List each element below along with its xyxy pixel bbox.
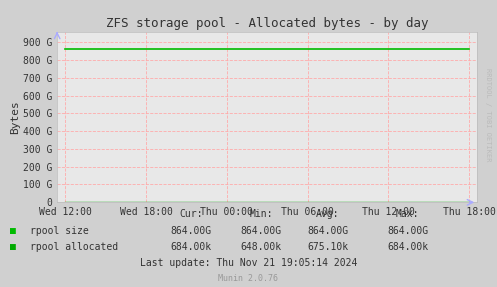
Text: Max:: Max: (396, 209, 419, 219)
Y-axis label: Bytes: Bytes (10, 100, 20, 134)
Text: ■: ■ (10, 226, 16, 236)
Title: ZFS storage pool - Allocated bytes - by day: ZFS storage pool - Allocated bytes - by … (106, 18, 428, 30)
Text: 675.10k: 675.10k (308, 242, 348, 252)
Text: 864.00G: 864.00G (387, 226, 428, 236)
Text: Min:: Min: (249, 209, 273, 219)
Text: Munin 2.0.76: Munin 2.0.76 (219, 274, 278, 283)
Text: 864.00G: 864.00G (308, 226, 348, 236)
Text: rpool size: rpool size (30, 226, 88, 236)
Text: ■: ■ (10, 242, 16, 252)
Text: 864.00G: 864.00G (241, 226, 281, 236)
Text: 684.00k: 684.00k (387, 242, 428, 252)
Text: 684.00k: 684.00k (171, 242, 212, 252)
Text: RRDTOOL / TOBI OETIKER: RRDTOOL / TOBI OETIKER (485, 68, 491, 162)
Text: 864.00G: 864.00G (171, 226, 212, 236)
Text: rpool allocated: rpool allocated (30, 242, 118, 252)
Text: Cur:: Cur: (179, 209, 203, 219)
Text: Avg:: Avg: (316, 209, 340, 219)
Text: Last update: Thu Nov 21 19:05:14 2024: Last update: Thu Nov 21 19:05:14 2024 (140, 258, 357, 267)
Text: 648.00k: 648.00k (241, 242, 281, 252)
